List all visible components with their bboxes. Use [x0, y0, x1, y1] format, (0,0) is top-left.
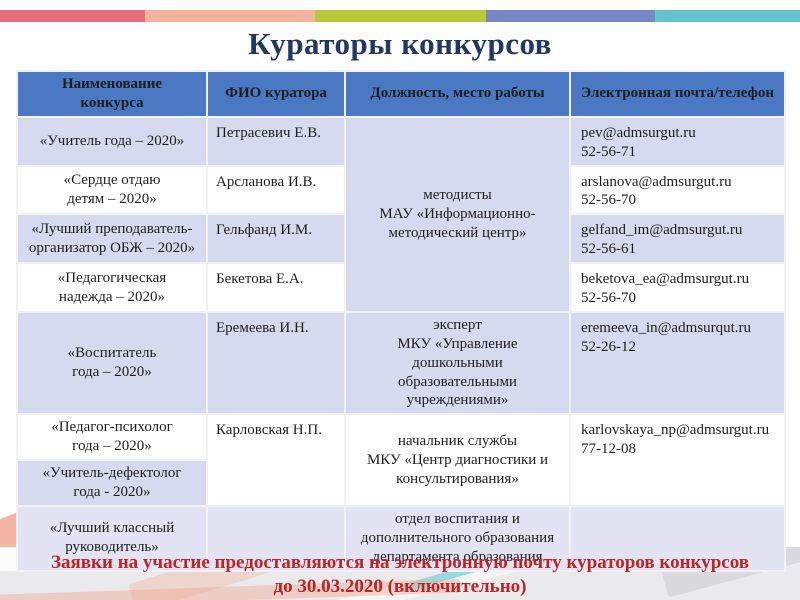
header-contact: Электронная почта/телефон: [569, 70, 786, 118]
phone-text: 52-56-61: [581, 241, 636, 258]
contact-cell: karlovskaya_np@admsurgut.ru 77-12-08: [569, 413, 786, 507]
contact-cell: eremeeva_in@admsurqut.ru 52-26-12: [569, 310, 786, 416]
contact-cell: beketova_ea@admsurgut.ru 52-56-70: [569, 262, 786, 313]
email-text: pev@admsurgut.ru: [581, 124, 696, 141]
top-bar-segment: [0, 10, 145, 22]
phone-text: 77-12-08: [581, 441, 636, 458]
top-bar-segment: [315, 10, 486, 22]
curator-name-cell: Петрасевич Е.В.: [206, 115, 346, 167]
curator-name-cell: Карловская Н.П.: [206, 413, 346, 507]
header-position: Должность, место работы: [344, 70, 571, 118]
contact-cell: gelfand_im@admsurgut.ru 52-56-61: [569, 213, 786, 265]
top-bar-segment: [145, 10, 315, 22]
position-cell: методисты МАУ «Информационно- методическ…: [344, 115, 571, 313]
email-text: beketova_ea@admsurgut.ru: [581, 271, 750, 288]
table-header-row: Наименование конкурса ФИО куратора Должн…: [16, 70, 786, 118]
curator-name-cell: Бекетова Е.А.: [206, 262, 346, 313]
table-row: «Воспитатель года – 2020» Еремеева И.Н. …: [16, 310, 786, 416]
contest-name-cell: «Педагогическая надежда – 2020»: [16, 262, 208, 313]
table-row: «Педагогическая надежда – 2020» Бекетова…: [16, 262, 786, 313]
curator-name-cell: [206, 504, 346, 572]
top-bar-segment: [655, 10, 800, 22]
contact-cell: arslanova@admsurgut.ru 52-56-70: [569, 164, 786, 216]
contest-name-cell: «Учитель-дефектолог года - 2020»: [16, 459, 208, 507]
slide-title: Кураторы конкурсов: [248, 26, 552, 61]
contact-cell: pev@admsurgut.ru 52-56-71: [569, 115, 786, 167]
table-row: «Лучший преподаватель- организатор ОБЖ –…: [16, 213, 786, 265]
contact-cell: [569, 504, 786, 572]
contest-name-cell: «Лучший преподаватель- организатор ОБЖ –…: [16, 213, 208, 265]
curator-name-cell: Арсланова И.В.: [206, 164, 346, 216]
table-row: «Сердце отдаю детям – 2020» Арсланова И.…: [16, 164, 786, 216]
curator-name-cell: Гельфанд И.М.: [206, 213, 346, 265]
email-text: arslanova@admsurgut.ru: [581, 173, 732, 190]
table-row: «Учитель года – 2020» Петрасевич Е.В. ме…: [16, 115, 786, 313]
phone-text: 52-56-70: [581, 192, 636, 209]
contest-name-cell: «Педагог-психолог года – 2020»: [16, 413, 208, 462]
contest-name-cell: «Учитель года – 2020»: [16, 115, 208, 167]
table-row: «Учитель-дефектолог года - 2020»: [16, 459, 785, 507]
contest-name-cell: «Лучший классный руководитель»: [16, 504, 208, 572]
position-cell: эксперт МКУ «Управление дошкольными обра…: [344, 310, 571, 416]
contest-name-cell: «Сердце отдаю детям – 2020»: [16, 164, 208, 216]
header-curator: ФИО куратора: [206, 70, 346, 118]
top-color-bar: [0, 10, 800, 22]
top-bar-segment: [486, 10, 655, 22]
phone-text: 52-56-71: [581, 143, 636, 160]
position-cell: начальник службы МКУ «Центр диагностики …: [344, 413, 571, 507]
table-row: «Педагог-психолог года – 2020» Карловска…: [16, 413, 786, 507]
footer-note-line1: Заявки на участие предоставляются на эле…: [50, 552, 750, 573]
contest-name-cell: «Воспитатель года – 2020»: [16, 310, 208, 416]
curators-table: Наименование конкурса ФИО куратора Должн…: [16, 70, 786, 572]
email-text: gelfand_im@admsurgut.ru: [581, 222, 743, 239]
email-text: eremeeva_in@admsurqut.ru: [581, 319, 752, 336]
footer-note-line2: до 30.03.2020 (включительно): [273, 575, 527, 597]
curator-name-cell: Еремеева И.Н.: [206, 310, 346, 416]
footer-note: Заявки на участие предоставляются на эле…: [0, 551, 800, 599]
email-text: karlovskaya_np@admsurgut.ru: [581, 422, 770, 439]
header-contest: Наименование конкурса: [16, 70, 208, 118]
table-row: «Лучший классный руководитель» отдел вос…: [16, 504, 786, 572]
phone-text: 52-26-12: [581, 338, 636, 355]
phone-text: 52-56-70: [581, 290, 636, 307]
position-cell: отдел воспитания и дополнительного образ…: [344, 504, 571, 572]
